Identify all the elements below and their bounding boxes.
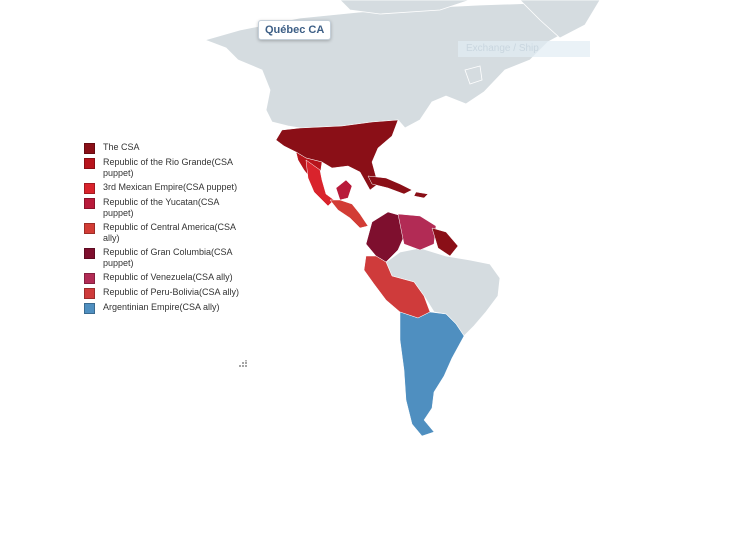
legend-label: Republic of Venezuela(CSA ally)	[103, 272, 233, 282]
legend-item[interactable]: Republic of Venezuela(CSA ally)	[84, 272, 244, 284]
region-guianas[interactable]	[431, 227, 459, 257]
region-venezuela[interactable]	[397, 213, 437, 251]
legend-item[interactable]: Republic of Central America(CSA ally)	[84, 222, 244, 244]
tooltip-label: Québec CA	[265, 24, 325, 36]
legend-item[interactable]: Republic of the Rio Grande(CSA puppet)	[84, 157, 244, 179]
csa-territories	[275, 119, 465, 437]
greenland[interactable]	[519, 0, 601, 39]
legend-item[interactable]: Republic of Peru-Bolivia(CSA ally)	[84, 287, 244, 299]
legend-item[interactable]: Republic of the Yucatan(CSA puppet)	[84, 197, 244, 219]
region-yucatan[interactable]	[335, 179, 353, 201]
legend-swatch	[84, 198, 95, 209]
legend-label: 3rd Mexican Empire(CSA puppet)	[103, 182, 238, 192]
region-caribbean-csa[interactable]	[367, 175, 413, 195]
newfoundland	[464, 65, 483, 85]
legend-item[interactable]: 3rd Mexican Empire(CSA puppet)	[84, 182, 244, 194]
legend-label: Republic of Gran Columbia(CSA puppet)	[103, 247, 233, 268]
map-legend: The CSA Republic of the Rio Grande(CSA p…	[84, 142, 244, 317]
legend-item[interactable]: The CSA	[84, 142, 244, 154]
legend-swatch	[84, 248, 95, 259]
legend-swatch	[84, 158, 95, 169]
legend-swatch	[84, 288, 95, 299]
drag-handle-icon[interactable]	[238, 360, 248, 368]
legend-swatch	[84, 143, 95, 154]
arctic-islands	[339, 0, 471, 15]
region-gran-columbia[interactable]	[365, 211, 407, 263]
legend-label: Republic of the Rio Grande(CSA puppet)	[103, 157, 233, 178]
legend-label: The CSA	[103, 142, 140, 152]
legend-label: Republic of Peru-Bolivia(CSA ally)	[103, 287, 240, 297]
region-argentinian-empire[interactable]	[399, 311, 465, 437]
region-caribbean-islands[interactable]	[413, 191, 429, 199]
map-tooltip: Québec CA	[258, 20, 332, 40]
legend-swatch	[84, 183, 95, 194]
legend-label: Republic of Central America(CSA ally)	[103, 222, 236, 243]
legend-label: Republic of the Yucatan(CSA puppet)	[103, 197, 219, 218]
legend-item[interactable]: Argentinian Empire(CSA ally)	[84, 302, 244, 314]
faded-label: Exchange / Ship	[458, 41, 590, 57]
legend-swatch	[84, 223, 95, 234]
legend-swatch	[84, 303, 95, 314]
legend-label: Argentinian Empire(CSA ally)	[103, 302, 220, 312]
legend-item[interactable]: Republic of Gran Columbia(CSA puppet)	[84, 247, 244, 269]
legend-swatch	[84, 273, 95, 284]
region-central-america[interactable]	[329, 199, 369, 229]
